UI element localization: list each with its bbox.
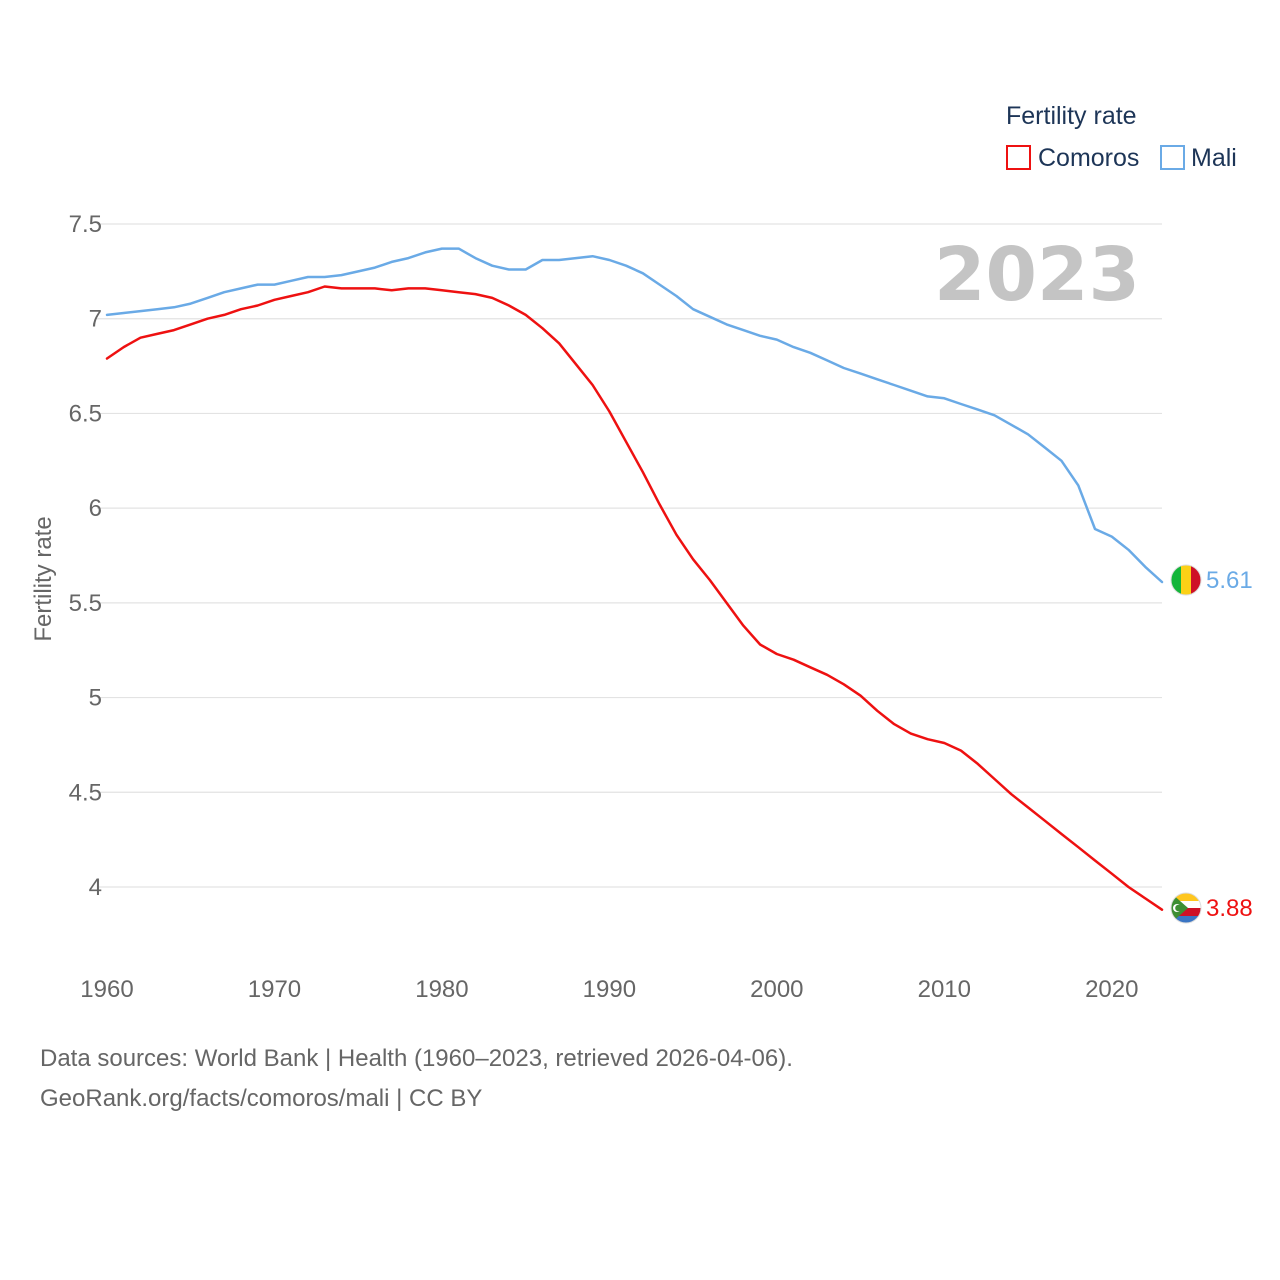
y-tick-label: 7	[89, 306, 102, 333]
comoros-flag-icon	[1171, 893, 1201, 923]
x-tick-label: 2000	[750, 976, 803, 1003]
series-line-mali[interactable]	[105, 247, 1164, 584]
x-tick-label: 2010	[918, 976, 971, 1003]
end-label-mali: 5.61	[1206, 567, 1253, 594]
y-tick-label: 5	[89, 685, 102, 712]
legend-label-comoros[interactable]: Comoros	[1038, 144, 1139, 172]
footer-credit[interactable]: GeoRank.org/facts/comoros/mali | CC BY	[40, 1085, 483, 1112]
highlight-year: 2023	[934, 232, 1140, 318]
y-tick-label: 4.5	[69, 779, 102, 806]
y-tick-label: 5.5	[69, 590, 102, 617]
x-axis-ticks: 1960 1970 1980 1990 2000 2010 2020	[80, 976, 1138, 1003]
x-tick-label: 1960	[80, 976, 133, 1003]
x-tick-label: 1990	[583, 976, 636, 1003]
y-tick-label: 6.5	[69, 400, 102, 427]
y-tick-label: 6	[89, 495, 102, 522]
end-label-comoros: 3.88	[1206, 895, 1253, 922]
fertility-chart: 4 4.5 5 5.5 6 6.5 7 7.5 1960 1970 1980 1990 2000 201…	[30, 102, 1253, 1003]
series-lines	[105, 247, 1164, 911]
footer-sources: Data sources: World Bank | Health (1960–…	[40, 1045, 793, 1072]
y-axis-title: Fertility rate	[30, 516, 57, 641]
legend-label-mali[interactable]: Mali	[1191, 144, 1237, 172]
grid-lines	[97, 223, 1162, 888]
series-line-comoros[interactable]	[105, 285, 1164, 911]
y-tick-label: 4	[89, 874, 102, 901]
x-tick-label: 2020	[1085, 976, 1138, 1003]
legend-swatch-comoros[interactable]	[1006, 145, 1031, 170]
x-tick-label: 1980	[415, 976, 468, 1003]
legend-swatch-mali[interactable]	[1160, 145, 1185, 170]
y-axis-ticks: 4 4.5 5 5.5 6 6.5 7 7.5	[69, 211, 102, 901]
y-tick-label: 7.5	[69, 211, 102, 238]
x-tick-label: 1970	[248, 976, 301, 1003]
legend-title: Fertility rate	[1006, 102, 1137, 130]
mali-flag-icon	[1171, 565, 1201, 595]
